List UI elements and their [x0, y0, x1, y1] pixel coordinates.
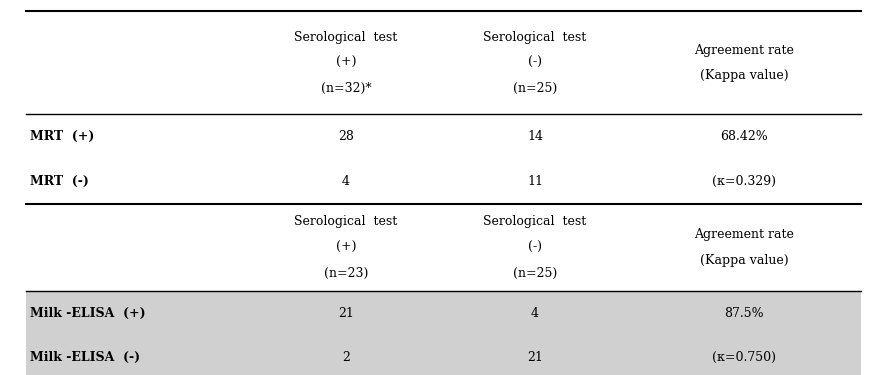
Text: (-): (-) [527, 56, 541, 69]
Text: MRT  (+): MRT (+) [30, 130, 95, 143]
Text: (Kappa value): (Kappa value) [699, 254, 787, 267]
Text: 68.42%: 68.42% [720, 130, 766, 143]
Text: (+): (+) [335, 241, 355, 254]
Text: 4: 4 [530, 307, 539, 320]
Text: Serological  test: Serological test [294, 31, 397, 44]
Text: 11: 11 [527, 176, 542, 188]
Text: (κ=0.329): (κ=0.329) [711, 176, 775, 188]
Text: (n=23): (n=23) [323, 267, 368, 279]
Text: Agreement rate: Agreement rate [693, 44, 793, 57]
Text: MRT  (-): MRT (-) [30, 176, 90, 188]
Text: 21: 21 [527, 351, 542, 364]
Text: Serological  test: Serological test [483, 216, 586, 228]
Text: (n=25): (n=25) [513, 267, 556, 279]
Text: (n=25): (n=25) [513, 82, 556, 95]
Text: 21: 21 [337, 307, 354, 320]
Text: 14: 14 [527, 130, 542, 143]
Text: 87.5%: 87.5% [723, 307, 763, 320]
Text: Milk -ELISA  (-): Milk -ELISA (-) [30, 351, 141, 364]
Text: Serological  test: Serological test [294, 216, 397, 228]
Text: (+): (+) [335, 56, 355, 69]
Bar [26, 291, 860, 375]
Text: (n=32)*: (n=32)* [320, 82, 371, 95]
Text: Milk -ELISA  (+): Milk -ELISA (+) [30, 307, 146, 320]
Text: (-): (-) [527, 241, 541, 254]
Text: (κ=0.750): (κ=0.750) [711, 351, 775, 364]
Text: Agreement rate: Agreement rate [693, 228, 793, 241]
Text: 2: 2 [342, 351, 349, 364]
Text: 4: 4 [342, 176, 349, 188]
Text: 28: 28 [337, 130, 354, 143]
Text: Serological  test: Serological test [483, 31, 586, 44]
Text: (Kappa value): (Kappa value) [699, 69, 787, 82]
